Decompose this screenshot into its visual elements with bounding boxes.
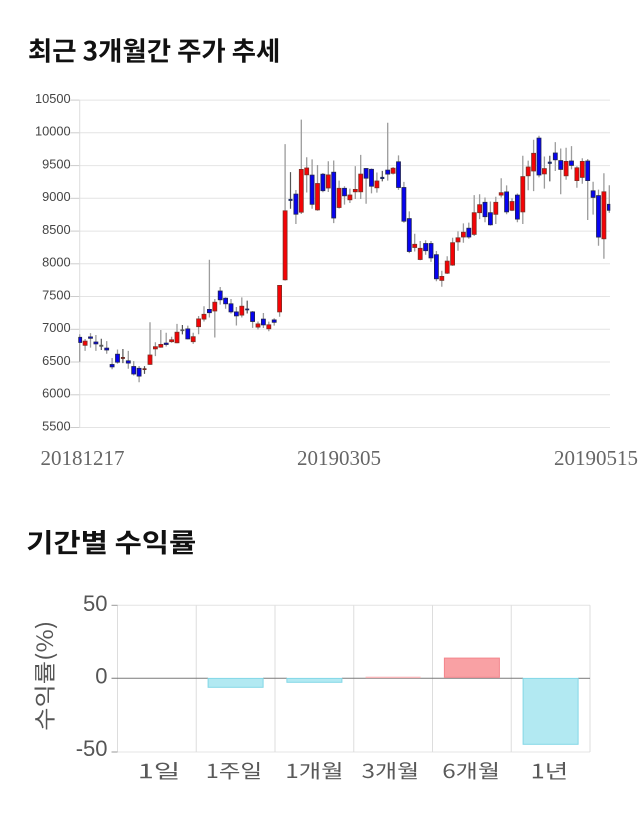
- svg-text:-50: -50: [76, 736, 108, 761]
- svg-text:7000: 7000: [42, 320, 70, 335]
- svg-text:20190305: 20190305: [297, 446, 381, 470]
- svg-text:9500: 9500: [42, 156, 70, 171]
- svg-text:5500: 5500: [42, 418, 70, 433]
- svg-text:6000: 6000: [42, 386, 70, 401]
- svg-text:9000: 9000: [42, 189, 70, 204]
- svg-text:20181217: 20181217: [41, 446, 125, 470]
- svg-text:0: 0: [95, 664, 107, 689]
- svg-text:10000: 10000: [35, 124, 71, 139]
- svg-text:6500: 6500: [42, 353, 70, 368]
- svg-text:20190515: 20190515: [554, 446, 638, 470]
- svg-text:8500: 8500: [42, 222, 70, 237]
- svg-text:8000: 8000: [42, 255, 70, 270]
- svg-text:50: 50: [83, 591, 107, 616]
- svg-text:10500: 10500: [35, 91, 71, 106]
- svg-text:7500: 7500: [42, 287, 70, 302]
